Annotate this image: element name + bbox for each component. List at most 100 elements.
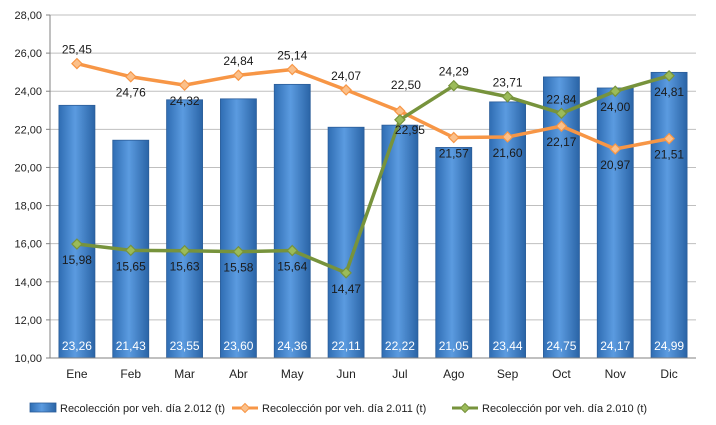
y-tick-label: 16,00 bbox=[14, 239, 42, 251]
bar bbox=[596, 87, 634, 359]
bar-value-label: 22,22 bbox=[385, 339, 415, 353]
bar-value-label: 24,36 bbox=[277, 339, 307, 353]
bar-value-label: 23,26 bbox=[62, 339, 92, 353]
line-value-label: 24,29 bbox=[439, 65, 469, 79]
bar-value-label: 24,99 bbox=[654, 339, 684, 353]
legend-label: Recolección por veh. día 2.010 (t) bbox=[482, 403, 647, 415]
bar-value-label: 21,05 bbox=[439, 339, 469, 353]
series-line bbox=[76, 61, 670, 151]
line-value-label: 24,07 bbox=[331, 69, 361, 83]
legend: Recolección por veh. día 2.012 (t) Recole… bbox=[29, 402, 647, 415]
line-value-label: 24,84 bbox=[223, 54, 253, 68]
line-value-label: 20,97 bbox=[600, 158, 630, 172]
y-tick-label: 24,00 bbox=[14, 86, 42, 98]
bars: 23,26 21,43 23,55 23,60 24,36 22,11 22,22 21,05… bbox=[58, 71, 688, 359]
x-tick-label: Mar bbox=[174, 367, 195, 381]
line-marker bbox=[555, 120, 568, 132]
bar bbox=[58, 104, 96, 359]
bar bbox=[650, 71, 688, 359]
line-marker bbox=[286, 244, 299, 257]
bar-value-label: 23,55 bbox=[170, 339, 200, 353]
x-tick-label: Dic bbox=[660, 367, 677, 381]
bar bbox=[220, 98, 257, 359]
legend-label: Recolección por veh. día 2.011 (t) bbox=[262, 403, 426, 415]
line-marker bbox=[663, 69, 675, 82]
y-tick-label: 14,00 bbox=[14, 277, 42, 289]
x-axis: Ene Feb Mar Abr May Jun Jul Ago Sep Oct Nov Dic bbox=[50, 357, 696, 381]
y-tick-label: 26,00 bbox=[14, 48, 42, 60]
series-line bbox=[76, 74, 670, 275]
line-marker bbox=[501, 131, 514, 143]
y-tick-label: 22,00 bbox=[14, 124, 42, 136]
x-tick-label: Ago bbox=[443, 367, 465, 381]
x-tick-label: Jul bbox=[392, 367, 407, 381]
x-tick-label: May bbox=[281, 367, 304, 381]
line-value-label: 21,57 bbox=[439, 147, 469, 161]
legend-marker bbox=[239, 402, 251, 414]
line-value-label: 14,47 bbox=[331, 282, 361, 296]
gridlines bbox=[50, 14, 696, 359]
line-marker bbox=[178, 79, 191, 91]
bar-value-label: 24,75 bbox=[546, 339, 576, 353]
line-value-label: 25,14 bbox=[277, 48, 307, 62]
bar-value-label: 24,17 bbox=[600, 339, 630, 353]
line-marker bbox=[609, 143, 622, 155]
bar-value-label: 23,44 bbox=[493, 339, 523, 353]
line-marker bbox=[71, 238, 83, 250]
line-value-label: 24,32 bbox=[170, 94, 200, 108]
legend-swatch-bar bbox=[29, 402, 57, 413]
line-marker bbox=[340, 266, 352, 279]
line-value-label: 25,45 bbox=[62, 43, 92, 57]
series-lines: 25,45 24,76 24,32 24,84 25,14 24,07 22,50 21,57… bbox=[62, 43, 685, 296]
line-marker bbox=[124, 244, 137, 257]
line-marker bbox=[178, 244, 191, 257]
line-value-label: 22,84 bbox=[546, 92, 576, 106]
line-marker bbox=[232, 245, 245, 258]
line-marker bbox=[447, 131, 460, 144]
x-tick-label: Oct bbox=[552, 367, 571, 381]
line-value-label: 15,65 bbox=[116, 259, 146, 273]
line-value-label: 24,76 bbox=[116, 86, 146, 100]
y-axis: 10,00 12,00 14,00 16,00 18,00 20,00 22,00 24,00… bbox=[14, 10, 51, 365]
line-marker bbox=[286, 63, 299, 76]
bar bbox=[273, 83, 311, 359]
y-tick-label: 28,00 bbox=[14, 10, 42, 22]
line-value-label: 21,60 bbox=[493, 146, 523, 160]
bar bbox=[327, 126, 365, 359]
legend-label: Recolección por veh. día 2.012 (t) bbox=[60, 403, 225, 415]
line-marker bbox=[124, 70, 137, 83]
line-marker bbox=[663, 132, 675, 145]
x-tick-label: Ene bbox=[66, 367, 88, 381]
line-value-label: 22,17 bbox=[546, 135, 576, 149]
line-marker bbox=[232, 69, 245, 82]
x-tick-label: Nov bbox=[605, 367, 626, 381]
line-value-label: 21,51 bbox=[654, 148, 684, 162]
line-value-label: 15,64 bbox=[277, 260, 307, 274]
legend-marker bbox=[459, 402, 471, 414]
line-value-label: 15,58 bbox=[223, 261, 253, 275]
x-tick-label: Jun bbox=[336, 367, 355, 381]
line-marker bbox=[609, 85, 622, 98]
bar-value-label: 23,60 bbox=[223, 339, 253, 353]
bar-value-label: 22,11 bbox=[332, 339, 361, 353]
line-marker bbox=[394, 113, 406, 126]
line-value-label: 15,63 bbox=[170, 260, 200, 274]
y-tick-label: 20,00 bbox=[14, 162, 42, 174]
y-tick-label: 12,00 bbox=[14, 315, 42, 327]
y-tick-label: 18,00 bbox=[14, 201, 42, 213]
line-marker bbox=[71, 57, 83, 70]
x-tick-label: Sep bbox=[497, 367, 519, 381]
line-value-label: 24,00 bbox=[600, 100, 630, 114]
line-value-label: 24,81 bbox=[654, 85, 684, 99]
line-marker bbox=[447, 79, 460, 92]
y-tick-label: 10,00 bbox=[14, 353, 42, 365]
line-value-label: 23,71 bbox=[493, 76, 523, 90]
bar bbox=[381, 124, 419, 359]
bar bbox=[166, 99, 203, 359]
line-value-label: 22,95 bbox=[395, 123, 425, 137]
line-value-label: 15,98 bbox=[62, 253, 92, 267]
line-value-label: 22,50 bbox=[391, 78, 421, 92]
line-marker bbox=[340, 84, 352, 96]
x-tick-label: Abr bbox=[229, 367, 248, 381]
